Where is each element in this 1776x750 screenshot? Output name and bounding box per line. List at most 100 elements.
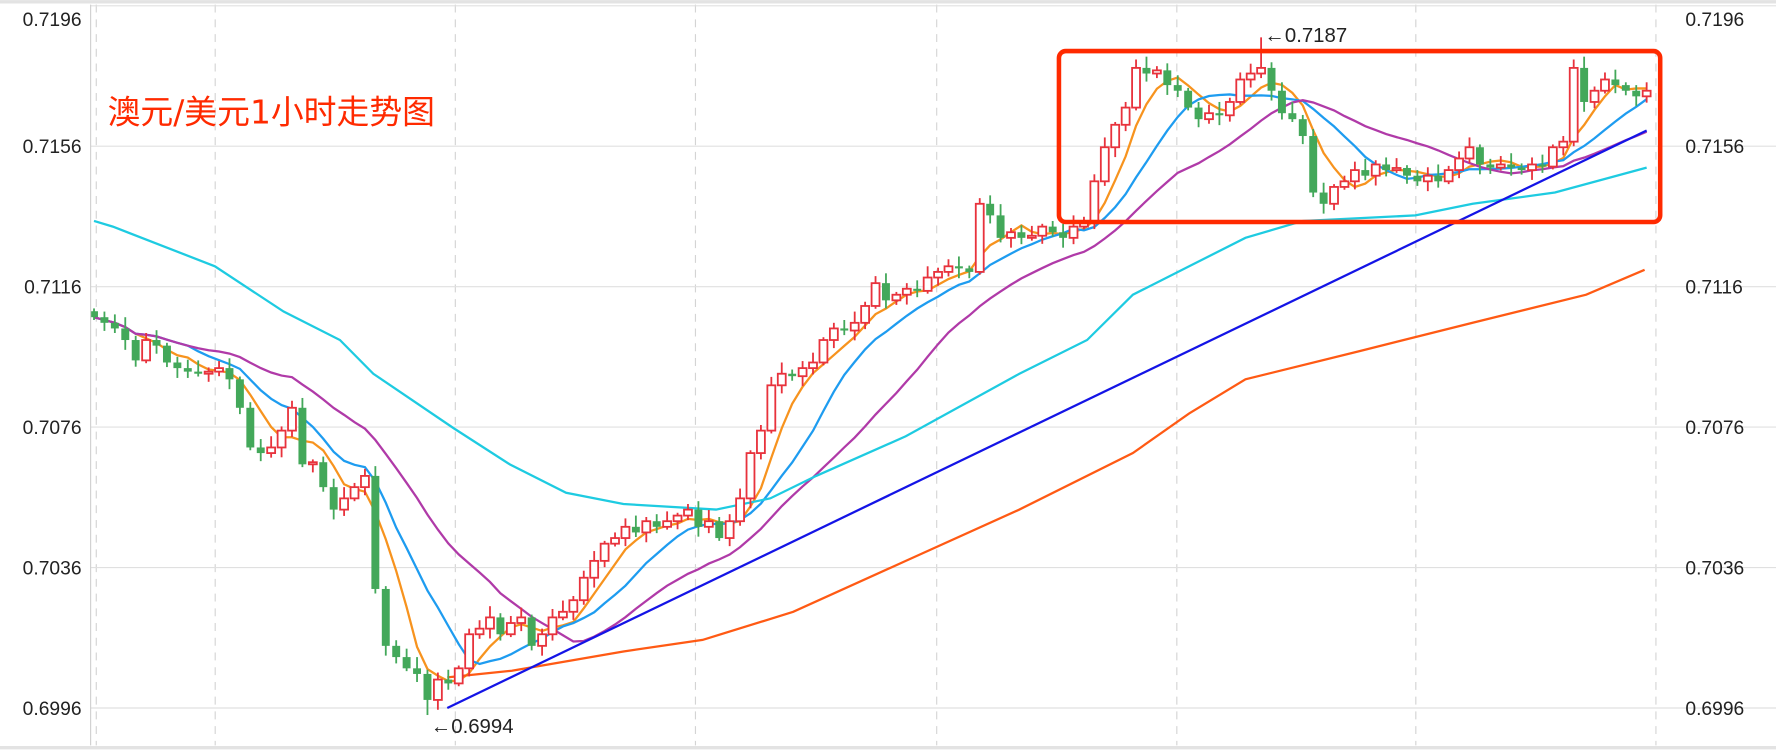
candle-down bbox=[100, 311, 109, 331]
candle-up bbox=[1152, 66, 1162, 79]
candle-body bbox=[766, 384, 777, 432]
candle-body bbox=[1288, 113, 1297, 120]
price-annotation-low: ←0.6994 bbox=[431, 716, 514, 738]
candle-body bbox=[453, 667, 464, 685]
candle-down bbox=[1580, 56, 1589, 112]
ma-darkorange-line bbox=[447, 268, 1646, 679]
candle-up bbox=[547, 608, 558, 641]
candle-up bbox=[735, 488, 745, 526]
candle-up bbox=[766, 376, 777, 434]
candle-body bbox=[266, 446, 277, 454]
candle-body bbox=[1600, 78, 1610, 92]
candle-body bbox=[1329, 186, 1339, 205]
candle-up bbox=[1391, 158, 1402, 173]
candle-body bbox=[986, 203, 995, 216]
candle-body bbox=[974, 202, 985, 273]
candle-body bbox=[1370, 163, 1381, 177]
candle-down bbox=[1288, 101, 1297, 122]
candle-up bbox=[1120, 101, 1131, 132]
candle-body bbox=[1184, 90, 1193, 108]
candle-up bbox=[516, 607, 527, 632]
candle-body bbox=[1204, 112, 1214, 121]
candle-down bbox=[381, 586, 390, 656]
candle-down bbox=[1621, 82, 1630, 96]
candle-down bbox=[1413, 170, 1422, 186]
y-tick-label-left: 0.6996 bbox=[23, 699, 82, 720]
candle-up bbox=[578, 570, 589, 605]
candle-up bbox=[203, 367, 214, 382]
candle-body bbox=[1006, 231, 1016, 239]
candle-body bbox=[891, 293, 902, 302]
candle-body bbox=[1277, 90, 1286, 114]
candle-down bbox=[496, 613, 505, 641]
candle-body bbox=[527, 617, 536, 646]
candle-up bbox=[797, 361, 808, 387]
ma5-line bbox=[93, 76, 1647, 683]
candle-body bbox=[1120, 106, 1131, 126]
candle-body bbox=[1068, 225, 1079, 239]
price-annotation-high: ←0.7187 bbox=[1264, 25, 1347, 47]
candle-body bbox=[1099, 146, 1110, 183]
candle-body bbox=[173, 362, 182, 369]
candle-up bbox=[433, 672, 443, 710]
y-tick-label-right: 0.7036 bbox=[1685, 558, 1744, 579]
candle-up bbox=[464, 628, 475, 677]
candle-up bbox=[933, 267, 943, 286]
candle-down bbox=[986, 195, 995, 224]
candle-body bbox=[1434, 175, 1443, 182]
candle-body bbox=[413, 668, 422, 674]
candle-body bbox=[1403, 167, 1411, 176]
candle-up bbox=[537, 628, 547, 656]
candle-body bbox=[100, 317, 109, 323]
candle-up bbox=[724, 514, 735, 547]
candle-body bbox=[1194, 107, 1203, 120]
axes: 0.7196 0.7196 0.7156 0.7156 0.7116 0.7116 0.70… bbox=[23, 4, 1744, 746]
candle-body bbox=[464, 633, 475, 670]
candle-body bbox=[620, 525, 631, 539]
candle-up bbox=[1641, 82, 1652, 103]
candle-up bbox=[307, 459, 318, 473]
candle-body bbox=[1538, 164, 1547, 167]
candle-down bbox=[1267, 62, 1276, 101]
candle-body bbox=[381, 588, 390, 646]
candle-body bbox=[735, 497, 745, 523]
candle-up bbox=[922, 266, 933, 294]
candle-body bbox=[568, 599, 579, 613]
candle-body bbox=[1048, 226, 1057, 233]
candle-up bbox=[1443, 165, 1454, 185]
candle-body bbox=[298, 407, 307, 465]
candle-up bbox=[1464, 137, 1475, 164]
candle-up bbox=[1026, 225, 1037, 241]
candle-up bbox=[1350, 161, 1360, 190]
candle-up bbox=[943, 259, 954, 277]
candle-up bbox=[485, 606, 495, 639]
candle-up bbox=[474, 620, 485, 639]
candle-body bbox=[1224, 101, 1235, 117]
y-tick-label-right: 0.7076 bbox=[1685, 418, 1744, 439]
candle-down bbox=[1277, 82, 1286, 120]
candle-down bbox=[444, 669, 453, 690]
candle-up bbox=[568, 595, 579, 620]
highlight-box bbox=[1056, 48, 1663, 225]
candle-down bbox=[1632, 85, 1641, 107]
y-tick-label-left: 0.7076 bbox=[23, 418, 82, 439]
candle-body bbox=[1235, 78, 1246, 103]
candle-down bbox=[1298, 114, 1307, 145]
y-tick-label-right: 0.6996 bbox=[1685, 699, 1744, 720]
candle-body bbox=[933, 270, 943, 279]
candle-body bbox=[860, 305, 870, 324]
candle-body bbox=[715, 521, 724, 539]
candle-down bbox=[631, 515, 640, 538]
candle-up bbox=[1329, 184, 1339, 211]
ma10-line bbox=[93, 93, 1648, 666]
candle-down bbox=[329, 478, 338, 520]
candle-body bbox=[1245, 72, 1256, 81]
candle-body bbox=[694, 509, 703, 527]
candle-body bbox=[1580, 67, 1589, 102]
candle-body bbox=[1632, 90, 1641, 97]
candle-body bbox=[1339, 180, 1350, 188]
candle-body bbox=[1017, 232, 1026, 238]
candle-body bbox=[423, 673, 432, 700]
candle-body bbox=[1454, 157, 1464, 171]
candle-down bbox=[1048, 220, 1057, 237]
